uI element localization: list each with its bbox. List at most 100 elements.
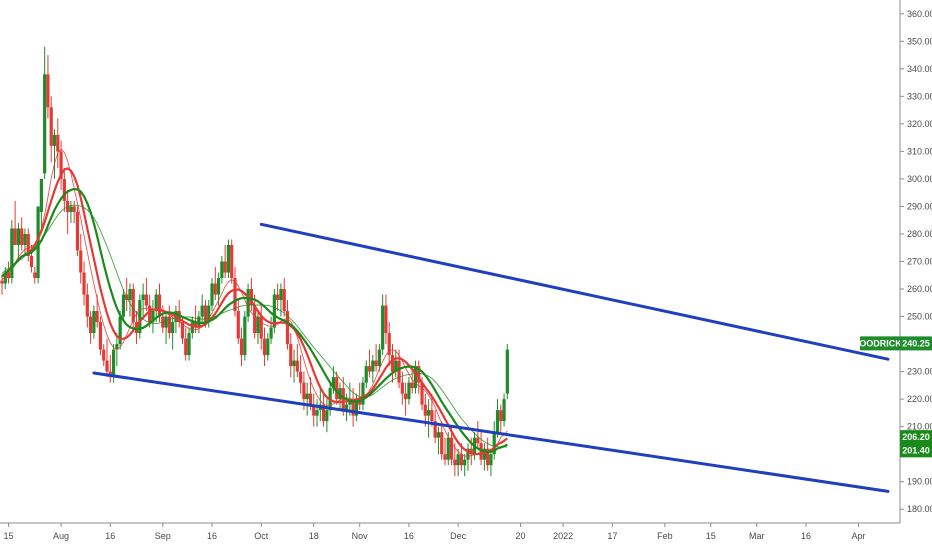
candle-down [390,355,395,372]
candle-down [295,360,299,372]
price-tick-label: 320.00 [907,119,932,129]
candle-down [144,294,148,306]
candle-down [59,151,63,179]
candle-down [440,432,444,455]
time-tick-label: Nov [352,531,369,541]
upper-channel-line [259,222,890,361]
time-tick-label: 18 [309,531,319,541]
candle-up [436,432,441,438]
candle-down [420,382,424,405]
candle-up [128,289,132,301]
price-tick-label: 290.00 [907,201,932,211]
candle-down [0,280,4,284]
candle-up [69,206,73,212]
candle-down [194,322,198,328]
candle-up [315,410,319,416]
candle-down [13,228,17,245]
candle-up [256,316,260,334]
candle-down [89,316,93,334]
candle-down [213,283,217,295]
candle-down [20,228,24,245]
price-tick-label: 270.00 [907,257,932,267]
price-tick-label: 340.00 [907,64,932,74]
time-tick-label: 15 [706,531,716,541]
last-price-label: 240.25 [902,338,930,348]
candle-up [279,289,283,301]
candle-down [404,393,408,400]
lower-channel-line [92,371,890,493]
candle-down [397,360,401,383]
time-tick-label: 16 [207,531,217,541]
candle-down [417,366,421,383]
price-tick-label: 360.00 [907,9,932,19]
candle-up [187,333,191,356]
candle-up [164,316,168,328]
candle-down [203,305,208,323]
price-tick-label: 220.00 [907,394,932,404]
candle-down [259,316,263,339]
ma-value-label: 201.40 [902,445,930,455]
candle-down [62,178,66,201]
time-tick-label: Mar [749,531,765,541]
candle-up [43,74,47,174]
candle-up [381,305,385,350]
candle-down [253,305,257,334]
price-tick-label: 330.00 [907,91,932,101]
candles-layer [0,46,509,477]
candle-down [105,360,109,372]
candle-down [98,322,103,350]
symbol-badge-label: GOODRICKE [852,338,908,348]
candle-down [374,360,378,367]
candle-down [72,206,76,212]
candle-up [394,360,398,372]
candle-up [10,228,14,279]
time-tick-label: Dec [450,531,467,541]
price-tick-label: 210.00 [907,422,932,432]
candle-up [463,459,467,466]
moving-averages-layer [1,148,508,457]
candle-up [426,410,431,416]
ma-thin-green-line [1,204,508,448]
candle-up [361,382,365,405]
candle-up [16,228,21,245]
candle-up [348,399,352,405]
candle-up [151,311,155,323]
candle-down [443,454,447,460]
candle-down [56,134,60,152]
candle-down [95,311,99,323]
candle-down [262,338,267,356]
ma-value-badge [900,443,932,458]
candle-down [400,382,404,394]
candle-down [82,272,86,295]
price-tick-label: 250.00 [907,312,932,322]
candle-down [79,250,83,273]
candle-down [367,366,372,372]
time-tick-label: 17 [607,531,617,541]
candle-down [312,404,316,416]
candle-up [200,305,204,317]
candle-up [115,344,119,350]
candle-down [321,404,326,422]
time-tick-label: Apr [851,531,865,541]
time-tick-label: 16 [404,531,414,541]
candle-up [111,349,116,378]
candle-up [292,360,296,367]
price-tick-label: 260.00 [907,284,932,294]
candle-up [39,178,43,212]
candle-up [190,322,194,334]
trendlines-layer [92,222,890,493]
price-tick-label: 230.00 [907,367,932,377]
candle-up [92,311,96,334]
candle-down [148,305,152,323]
candle-down [282,289,286,312]
candle-down [469,448,473,455]
candle-up [446,437,450,460]
candle-down [184,338,188,356]
candle-down [387,333,391,356]
candle-down [236,311,240,339]
last-price-badge [900,336,932,351]
candle-down [453,459,457,466]
price-tick-label: 300.00 [907,174,932,184]
